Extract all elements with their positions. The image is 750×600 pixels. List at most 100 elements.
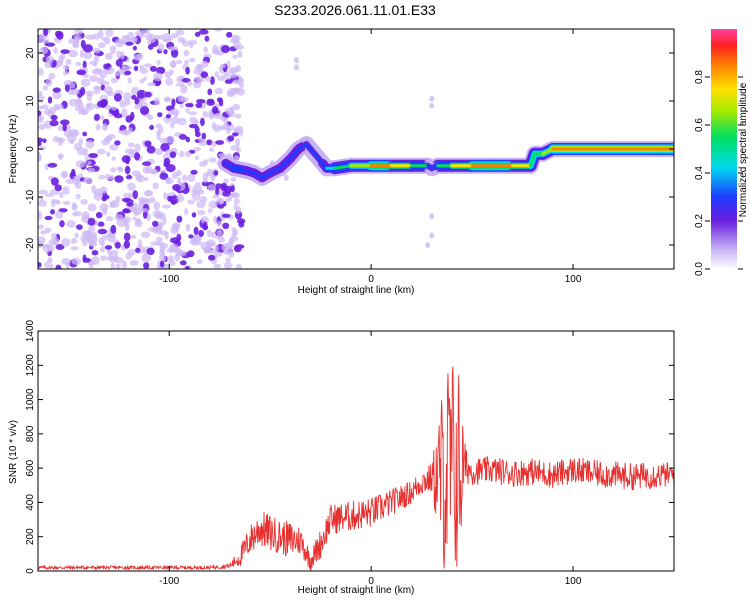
noise-speckle xyxy=(60,170,68,179)
noise-speckle xyxy=(76,69,87,76)
noise-speckle xyxy=(200,60,209,68)
noise-speckle xyxy=(68,98,79,107)
noise-speckle xyxy=(139,208,149,213)
colorbar-label: Normalized spectral amplitude xyxy=(738,82,749,217)
noise-speckle xyxy=(178,134,187,140)
noise-speckle xyxy=(142,161,152,166)
noise-speckle xyxy=(104,245,113,250)
noise-speckle xyxy=(196,99,206,104)
noise-speckle xyxy=(48,72,56,80)
noise-speckle xyxy=(83,176,93,185)
noise-speckle xyxy=(188,123,198,129)
noise-speckle xyxy=(207,208,213,214)
noise-speckle xyxy=(99,115,105,121)
noise-speckle xyxy=(110,50,116,55)
spectrogram-xlabel: Height of straight line (km) xyxy=(298,285,415,296)
noise-speckle xyxy=(429,232,435,239)
noise-speckle xyxy=(169,60,177,68)
noise-speckle xyxy=(114,241,121,249)
noise-speckle xyxy=(100,84,105,91)
y-tick-label: -10 xyxy=(25,189,36,204)
noise-speckle xyxy=(85,34,96,40)
noise-speckle xyxy=(196,63,203,70)
noise-speckle xyxy=(185,108,190,113)
noise-speckle xyxy=(133,54,142,61)
noise-speckle xyxy=(116,50,122,59)
noise-speckle xyxy=(202,172,209,181)
noise-speckle xyxy=(123,208,129,214)
noise-speckle xyxy=(162,217,167,225)
noise-speckle xyxy=(95,123,101,131)
noise-speckle xyxy=(175,82,185,87)
noise-speckle xyxy=(214,71,220,78)
noise-speckle xyxy=(187,111,198,116)
noise-speckle xyxy=(106,151,111,157)
ridge-segment xyxy=(288,147,300,161)
noise-speckle xyxy=(169,151,177,159)
noise-speckle xyxy=(39,46,48,55)
noise-speckle xyxy=(63,70,69,76)
noise-speckle xyxy=(86,93,93,102)
noise-speckle xyxy=(70,88,80,96)
noise-speckle xyxy=(429,102,435,109)
noise-speckle xyxy=(158,125,164,134)
noise-speckle xyxy=(134,152,141,161)
noise-speckle xyxy=(53,46,58,55)
noise-speckle xyxy=(111,105,117,111)
noise-speckle xyxy=(220,184,228,192)
noise-speckle xyxy=(189,42,194,49)
snr-frame xyxy=(37,330,675,572)
noise-speckle xyxy=(63,64,70,71)
noise-speckle xyxy=(208,200,218,209)
noise-speckle xyxy=(429,95,435,102)
noise-speckle xyxy=(55,104,64,110)
noise-speckle xyxy=(88,153,98,158)
noise-speckle xyxy=(185,265,190,269)
noise-speckle xyxy=(38,224,45,230)
noise-speckle xyxy=(153,201,160,210)
noise-speckle xyxy=(101,234,107,242)
noise-speckle xyxy=(185,103,194,108)
noise-speckle xyxy=(38,152,41,162)
snr-plot-area xyxy=(38,366,674,571)
noise-speckle xyxy=(154,96,160,106)
noise-speckle xyxy=(233,244,242,253)
noise-speckle xyxy=(114,214,124,222)
noise-speckle xyxy=(198,229,204,237)
noise-speckle xyxy=(89,75,99,82)
noise-speckle xyxy=(58,153,63,161)
noise-speckle xyxy=(227,135,235,142)
noise-speckle xyxy=(179,150,185,158)
noise-speckle xyxy=(85,103,92,109)
noise-speckle xyxy=(149,65,157,72)
noise-speckle xyxy=(144,190,152,197)
noise-speckle xyxy=(38,137,44,143)
noise-speckle xyxy=(114,140,121,146)
noise-speckle xyxy=(232,103,241,111)
noise-speckle xyxy=(113,93,122,102)
noise-speckle xyxy=(51,199,61,204)
noise-speckle xyxy=(214,244,219,253)
noise-speckle xyxy=(82,60,87,69)
noise-speckle xyxy=(146,247,155,256)
noise-speckle xyxy=(54,184,62,192)
noise-speckle xyxy=(126,174,133,180)
noise-speckle xyxy=(170,121,175,129)
noise-speckle xyxy=(190,169,198,175)
noise-speckle xyxy=(173,112,179,118)
noise-speckle xyxy=(48,263,54,269)
noise-speckle xyxy=(185,136,191,143)
noise-speckle xyxy=(193,147,201,152)
noise-speckle xyxy=(79,49,85,58)
noise-speckle xyxy=(38,123,46,130)
noise-speckle xyxy=(179,260,187,266)
noise-speckle xyxy=(211,48,221,55)
noise-speckle xyxy=(98,175,105,180)
noise-speckle xyxy=(192,184,203,193)
noise-speckle xyxy=(155,212,163,219)
noise-speckle xyxy=(121,197,131,203)
noise-speckle xyxy=(65,58,72,65)
noise-speckle xyxy=(123,240,131,249)
noise-speckle xyxy=(98,42,106,49)
noise-speckle xyxy=(131,94,137,100)
